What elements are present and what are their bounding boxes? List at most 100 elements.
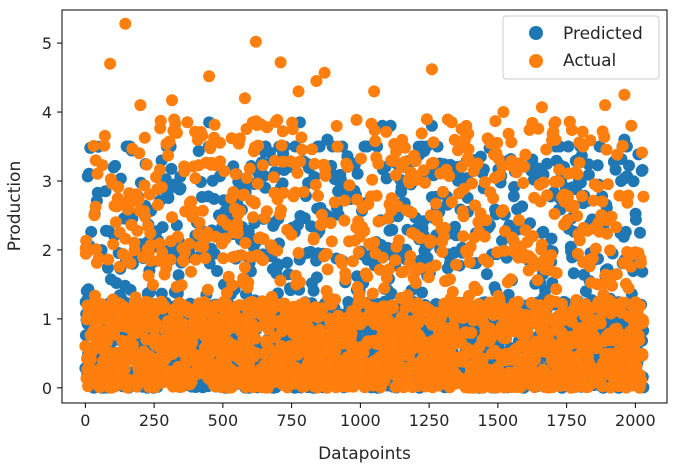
point-actual — [368, 236, 381, 249]
point-actual — [339, 273, 352, 286]
point-actual — [521, 326, 534, 339]
point-actual — [239, 237, 252, 249]
point-actual — [592, 180, 604, 193]
point-actual — [144, 227, 157, 240]
point-actual — [175, 279, 188, 292]
point-actual — [543, 327, 555, 340]
x-tick-label: 0 — [80, 411, 90, 430]
point-actual — [480, 214, 493, 227]
point-actual — [102, 253, 115, 266]
point-actual — [96, 159, 109, 172]
point-actual — [571, 168, 584, 181]
point-actual — [338, 194, 351, 207]
point-predicted — [162, 192, 175, 204]
point-actual — [203, 70, 216, 83]
point-predicted — [516, 200, 529, 213]
point-actual — [329, 293, 342, 306]
point-actual — [98, 139, 111, 152]
point-actual — [183, 237, 196, 250]
point-predicted — [619, 225, 632, 238]
point-actual — [477, 308, 490, 321]
point-actual — [350, 113, 363, 126]
point-actual — [550, 283, 563, 296]
point-actual — [196, 204, 209, 217]
point-predicted — [591, 159, 604, 172]
point-predicted — [156, 221, 169, 234]
point-actual — [389, 254, 402, 267]
point-actual — [178, 165, 191, 178]
point-actual — [163, 135, 176, 148]
point-actual — [518, 160, 531, 173]
point-actual — [242, 276, 255, 289]
point-actual — [315, 208, 328, 221]
point-actual — [260, 205, 273, 218]
point-actual — [427, 156, 440, 169]
point-actual — [548, 207, 561, 220]
point-actual — [219, 232, 232, 245]
point-actual — [104, 57, 117, 70]
point-actual — [343, 179, 356, 192]
point-actual — [504, 273, 517, 286]
point-actual — [636, 146, 648, 159]
point-actual — [256, 159, 269, 172]
point-actual — [271, 244, 284, 257]
point-actual — [109, 216, 122, 229]
point-actual — [277, 186, 290, 199]
point-actual — [436, 245, 449, 258]
point-actual — [243, 162, 256, 175]
point-actual — [247, 211, 260, 224]
point-actual — [576, 190, 588, 203]
point-predicted — [496, 234, 508, 247]
point-actual — [565, 124, 578, 136]
point-actual — [512, 295, 525, 308]
point-actual — [545, 249, 558, 262]
point-actual — [471, 284, 484, 297]
point-actual — [235, 249, 248, 262]
point-actual — [622, 189, 635, 202]
point-actual — [415, 127, 428, 140]
x-tick-label: 1000 — [340, 411, 381, 430]
point-predicted — [541, 157, 554, 170]
x-tick-label: 1250 — [409, 411, 450, 430]
point-predicted — [567, 267, 580, 280]
point-actual — [414, 232, 427, 245]
x-tick-label: 1750 — [546, 411, 587, 430]
point-actual — [199, 252, 212, 265]
point-actual — [535, 101, 548, 114]
point-actual — [112, 181, 125, 193]
point-actual — [409, 155, 422, 167]
point-actual — [124, 257, 137, 270]
point-predicted — [579, 285, 592, 298]
point-actual — [420, 113, 433, 126]
point-actual — [417, 164, 430, 177]
point-actual — [90, 243, 103, 256]
point-actual — [598, 131, 611, 143]
point-actual — [589, 242, 602, 255]
point-actual — [308, 157, 321, 170]
point-actual — [276, 125, 289, 138]
legend-label-actual: Actual — [563, 51, 616, 71]
point-actual — [170, 126, 183, 139]
point-actual — [464, 240, 477, 253]
point-actual — [493, 169, 506, 182]
point-predicted — [508, 181, 521, 193]
point-actual — [611, 148, 624, 161]
point-predicted — [192, 145, 205, 157]
point-actual — [138, 131, 151, 144]
point-actual — [443, 170, 456, 182]
point-predicted — [539, 284, 552, 297]
point-actual — [366, 173, 379, 186]
point-actual — [562, 190, 574, 203]
point-predicted — [627, 175, 640, 188]
y-tick-label: 3 — [42, 172, 52, 191]
point-actual — [330, 120, 343, 132]
point-actual — [505, 136, 518, 149]
point-actual — [370, 189, 383, 202]
point-actual — [312, 189, 324, 202]
point-actual — [635, 374, 648, 387]
point-predicted — [386, 223, 399, 236]
point-actual — [605, 210, 618, 223]
point-actual — [425, 235, 438, 247]
point-predicted — [321, 133, 334, 146]
point-actual — [633, 334, 646, 347]
